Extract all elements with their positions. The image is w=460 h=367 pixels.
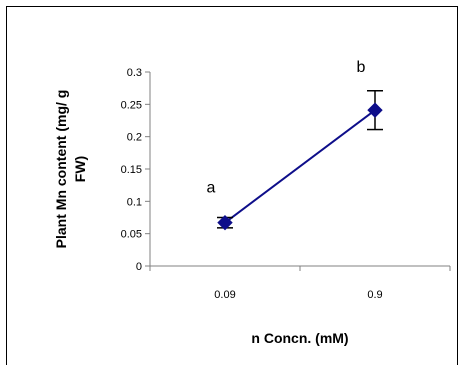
data-point	[367, 102, 383, 118]
chart-frame	[6, 6, 458, 365]
series-line	[224, 109, 376, 224]
significance-letter: a	[207, 180, 216, 197]
y-tick-label: 0	[136, 261, 142, 273]
y-tick-label: 0.25	[121, 99, 142, 111]
y-axis-label-line-2: FW)	[72, 156, 88, 182]
y-tick-label: 0.1	[127, 196, 142, 208]
series: ab	[207, 59, 383, 231]
y-tick-label: 0.05	[121, 229, 142, 241]
y-tick-label: 0.3	[127, 67, 142, 79]
x-tick-label: 0.9	[367, 289, 382, 301]
x-ticks: 0.09 0.9	[149, 266, 451, 301]
x-tick-label: 0.09	[214, 289, 235, 301]
data-point	[217, 214, 233, 231]
significance-letter: b	[357, 59, 366, 76]
x-axis-label: n Concn. (mM)	[251, 330, 348, 346]
y-tick-label: 0.15	[121, 164, 142, 176]
y-axis-label-line-1: Plant Mn content (mg/ g	[53, 90, 69, 249]
y-tick-label: 0.2	[127, 132, 142, 144]
y-ticks: 0 0.05 0.1 0.15 0.2 0.25 0.3	[121, 67, 150, 273]
